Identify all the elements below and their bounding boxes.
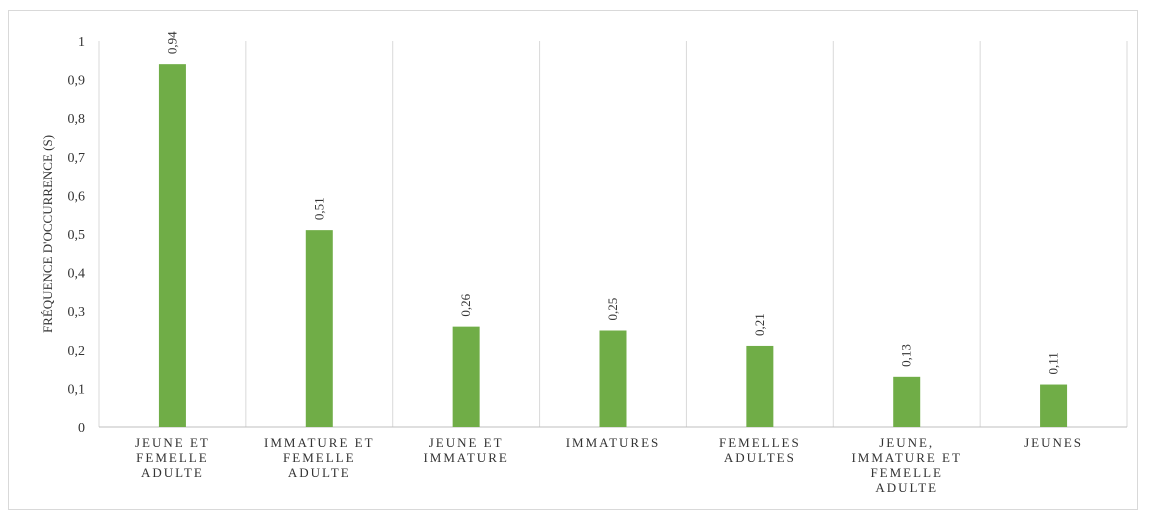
x-tick-label: ADULTE (141, 465, 204, 480)
x-tick-label: ADULTE (288, 465, 351, 480)
y-tick-label: 0,4 (68, 267, 86, 282)
x-tick-label: JEUNE ET (135, 435, 210, 450)
x-tick-label: IMMATURE ET (264, 435, 374, 450)
data-label: 0,26 (458, 293, 473, 316)
y-tick-label: 1 (78, 35, 85, 50)
bar (305, 230, 333, 427)
x-tick-label: JEUNE ET (429, 435, 504, 450)
y-tick-label: 0,8 (68, 112, 86, 127)
x-tick-label: FEMELLE (136, 450, 209, 465)
y-tick-label: 0,5 (68, 228, 86, 243)
bar (599, 330, 627, 427)
data-label: 0,21 (752, 313, 767, 336)
x-tick-label: JEUNE, (879, 435, 934, 450)
data-label: 0,94 (164, 31, 179, 54)
x-tick-label: IMMATURE ET (851, 450, 961, 465)
y-tick-label: 0,9 (68, 74, 86, 89)
x-tick-label: IMMATURE (423, 450, 508, 465)
bar (1040, 384, 1068, 427)
data-label: 0,25 (605, 298, 620, 321)
bar (746, 345, 774, 427)
y-tick-label: 0 (78, 421, 85, 436)
y-tick-label: 0,6 (68, 189, 86, 204)
x-tick-label: JEUNES (1024, 435, 1083, 450)
x-tick-label: ADULTES (724, 450, 796, 465)
x-tick-label: FEMELLE (870, 465, 943, 480)
x-tick-label: FEMELLES (719, 435, 801, 450)
bar (158, 64, 186, 427)
x-tick-label: ADULTE (875, 480, 938, 495)
data-label: 0,11 (1046, 352, 1061, 374)
data-label: 0,51 (311, 197, 326, 220)
y-tick-label: 0,2 (68, 344, 86, 359)
y-tick-label: 0,3 (68, 305, 86, 320)
y-tick-label: 0,7 (68, 151, 86, 166)
x-tick-label: FEMELLE (283, 450, 356, 465)
bar (893, 376, 921, 427)
data-label: 0,13 (899, 344, 914, 367)
x-tick-label: IMMATURES (566, 435, 661, 450)
y-axis-label: FRÉQUENCE D'OCCURRENCE (S) (40, 135, 55, 333)
y-tick-label: 0,1 (68, 382, 86, 397)
bar (452, 326, 480, 427)
